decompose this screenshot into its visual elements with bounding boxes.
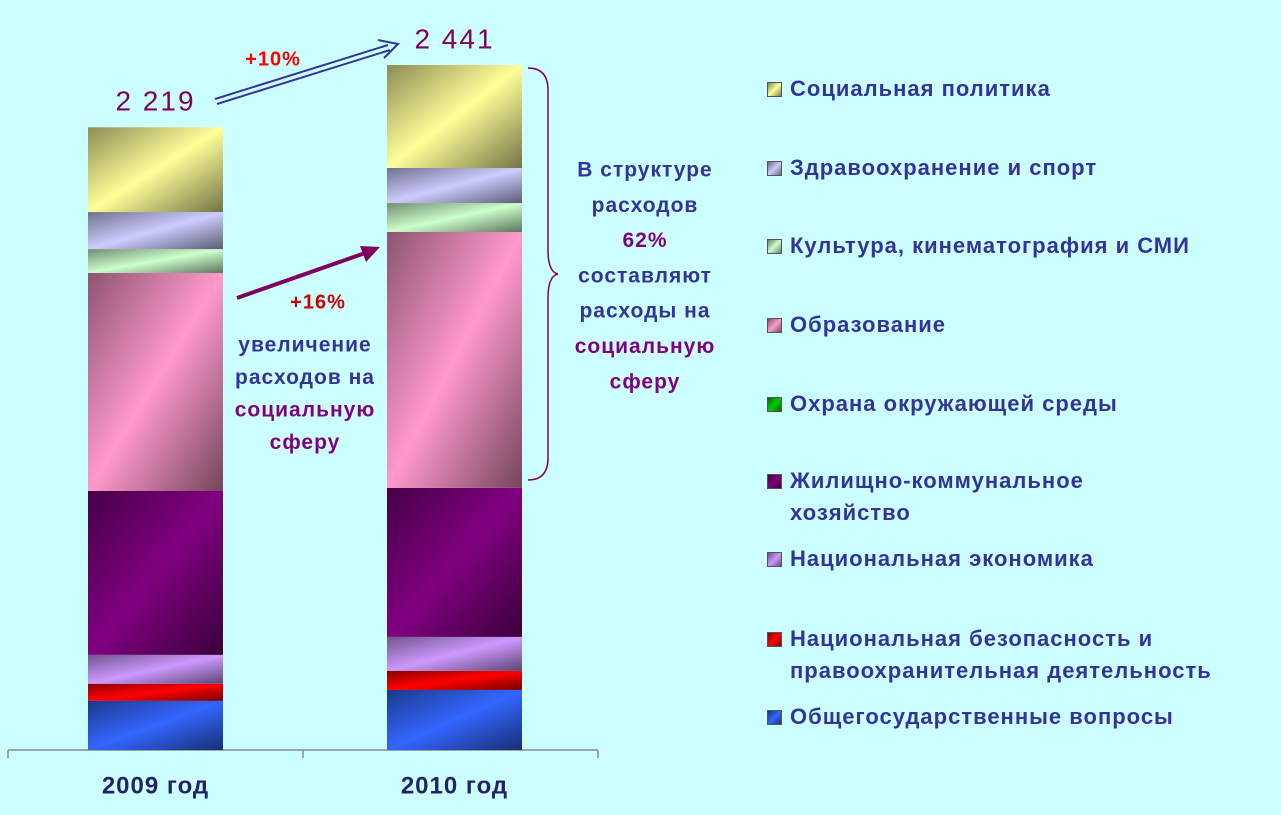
note-line: составляют: [578, 264, 712, 287]
bar-segment: [88, 127, 223, 213]
legend-label: Охрана окружающей среды: [790, 391, 1118, 416]
bar-segment: [387, 670, 522, 690]
bar-segment: [88, 249, 223, 273]
arrow-social: [236, 250, 369, 300]
bar-segment: [88, 700, 223, 750]
legend-label: Образование: [790, 312, 946, 337]
note-line: увеличение: [238, 334, 371, 357]
growth-label: +10%: [245, 48, 301, 70]
note-line: расходов: [592, 194, 699, 217]
note-line: социальную: [235, 399, 376, 422]
note-line: В структуре: [577, 159, 712, 182]
legend-label: Национальная безопасность и правоохранит…: [790, 626, 1212, 683]
x-tick-label: 2009 год: [102, 772, 209, 799]
legend-marker: [767, 632, 782, 647]
legend-marker: [767, 397, 782, 412]
bar-segment: [387, 231, 522, 488]
legend-label: Культура, кинематография и СМИ: [790, 233, 1190, 258]
arrow-total: [214, 44, 391, 105]
legend-marker: [767, 474, 782, 489]
note-line: сферу: [270, 431, 341, 454]
total-label: 2 219: [115, 86, 195, 117]
bar-segment: [88, 272, 223, 491]
bar-segment: [88, 212, 223, 250]
note-line: социальную: [575, 335, 716, 358]
bar-segment: [387, 65, 522, 168]
bar-segment: [387, 636, 522, 671]
legend-label: Здравоохранение и спорт: [790, 155, 1098, 180]
bar-segment: [88, 490, 223, 655]
legend-label: Социальная политика: [790, 76, 1051, 101]
bar-segment: [387, 167, 522, 204]
note-line: 62%: [622, 229, 667, 252]
legend-marker: [767, 82, 782, 97]
bar-segment: [88, 654, 223, 684]
legend-label: Общегосударственные вопросы: [790, 704, 1174, 729]
brace: [527, 67, 559, 481]
note-line: сферу: [610, 370, 681, 393]
bar-segment: [88, 683, 223, 701]
note-line: расходов на: [235, 366, 375, 389]
growth-label: +16%: [290, 291, 346, 313]
bar-segment: [387, 689, 522, 750]
arrow-head: [377, 39, 401, 59]
legend-marker: [767, 552, 782, 567]
legend-marker: [767, 318, 782, 333]
arrow-head: [360, 246, 380, 262]
x-tick-label: 2010 год: [401, 772, 508, 799]
legend-marker: [767, 710, 782, 725]
bar-segment: [387, 487, 522, 637]
bar-segment: [387, 203, 522, 232]
legend-label: Жилищно-коммунальное хозяйство: [790, 468, 1084, 525]
legend-label: Национальная экономика: [790, 546, 1094, 571]
total-label: 2 441: [414, 23, 494, 54]
legend-marker: [767, 161, 782, 176]
legend-marker: [767, 239, 782, 254]
note-line: расходы на: [579, 300, 710, 323]
